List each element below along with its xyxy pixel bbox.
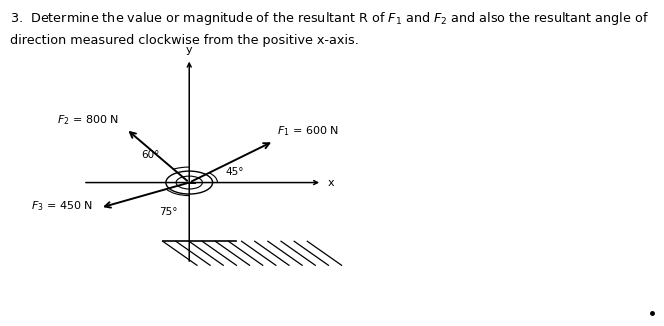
Text: 45°: 45° xyxy=(226,167,244,177)
Text: $F_1$ = 600 N: $F_1$ = 600 N xyxy=(277,124,339,138)
Text: $F_2$ = 800 N: $F_2$ = 800 N xyxy=(58,113,120,127)
Text: 60°: 60° xyxy=(141,150,160,160)
Text: 3.  Determine the value or magnitude of the resultant R of $F_1$ and $F_2$ and a: 3. Determine the value or magnitude of t… xyxy=(10,10,649,27)
Text: $F_3$ = 450 N: $F_3$ = 450 N xyxy=(31,199,94,213)
Text: direction measured clockwise from the positive x-axis.: direction measured clockwise from the po… xyxy=(10,34,359,47)
Text: 75°: 75° xyxy=(159,207,177,217)
Text: y: y xyxy=(186,45,193,55)
Text: x: x xyxy=(327,178,334,187)
